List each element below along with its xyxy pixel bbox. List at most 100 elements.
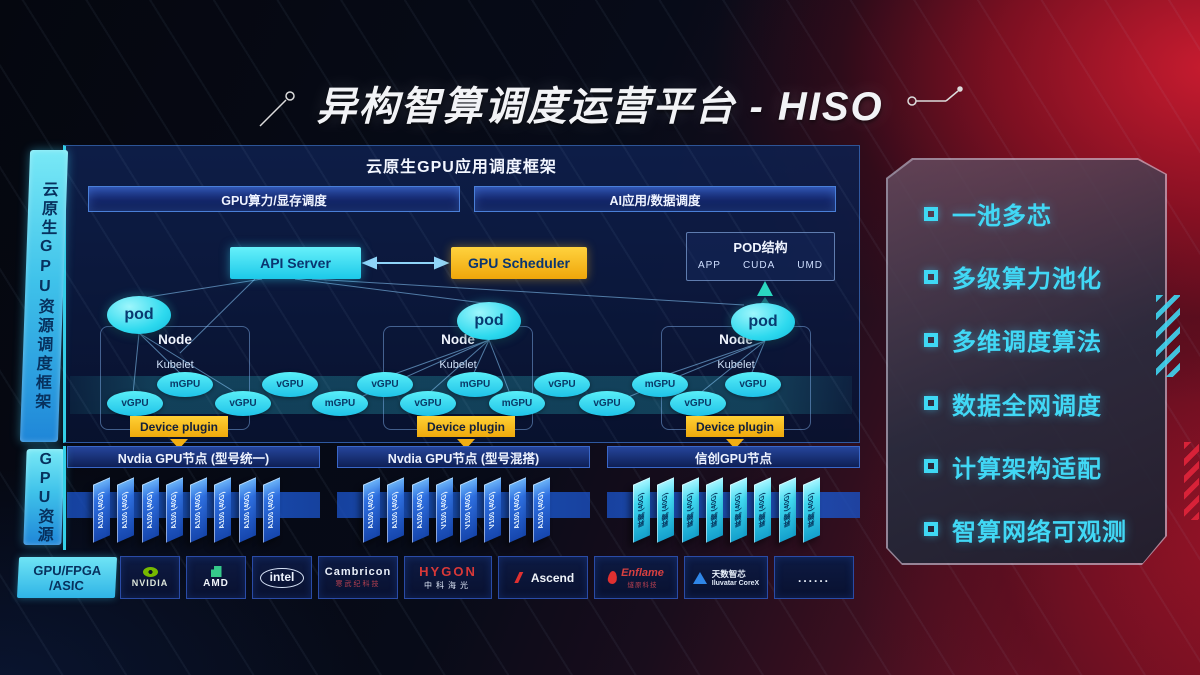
vendor-logo-enflame: Enflame 燧原科技: [594, 556, 678, 599]
gpu-card: 昇腾 (40G): [730, 477, 748, 543]
vendor-logo-more: ......: [774, 556, 854, 599]
sidebar-scheduling-framework-bar: 云原生GPU资源调度框架: [19, 150, 69, 442]
gpu-card: 昇腾 (40G): [802, 477, 820, 543]
feature-bullet-icon: [924, 396, 938, 411]
feature-list: 一池多芯 多级算力池化 多维调度算法 数据全网调度: [888, 160, 1165, 563]
feature-label: 多级算力池化: [952, 266, 1102, 294]
vendor-logo-nvidia: NVIDIA: [120, 556, 180, 599]
vendor-logo-ascend: Ascend: [498, 556, 588, 599]
hazard-stripes-red: [1184, 442, 1199, 520]
gpu-card: A100 (40G): [238, 477, 256, 543]
gpu-card: A100 (40G): [262, 477, 280, 543]
gpu-card: 昇腾 (40G): [778, 477, 796, 543]
feature-bullet-icon: [924, 522, 938, 537]
device-plugin-box: Device plugin: [686, 416, 784, 437]
sidebar-gpu-resources-label: GPU资源: [34, 450, 55, 544]
hazard-stripes-cyan: [1156, 295, 1180, 377]
kubelet-label: Kubelet: [439, 359, 477, 371]
gpu-card: A100 (40G): [190, 477, 208, 543]
gpu-scheduler-box: GPU Scheduler: [451, 247, 587, 279]
gpu-card: V100 (40G): [435, 477, 453, 543]
gpu-card: A100 (40G): [411, 477, 429, 543]
gpu-card: A100 (40G): [93, 477, 110, 543]
pod-ellipse: pod: [731, 303, 795, 341]
feature-label: 一池多芯: [952, 203, 1052, 230]
feature-item: 多级算力池化: [924, 259, 1155, 294]
gpu-card: A100 (40G): [363, 477, 380, 543]
gpu-card: 昇腾 (40G): [681, 477, 699, 543]
vendor-logo-iluvatar: 天数智芯 Iluvatar CoreX: [684, 556, 768, 599]
pod-ellipse: pod: [457, 302, 521, 340]
intel-oval-logo: intel: [259, 567, 305, 588]
gpu-node-group-xinchuang: 信创GPU节点 昇腾 (40G) 昇腾 (40G) 昇腾 (40G) 昇腾 (40G)…: [607, 446, 860, 550]
amd-arrow-icon: [210, 566, 222, 577]
feature-item: 数据全网调度: [924, 386, 1155, 421]
enflame-flame-icon: [607, 570, 618, 585]
pod-structure-title: POD结构: [733, 240, 788, 255]
vendor-logo-cambricon: Cambricon 寒武纪科技: [318, 556, 398, 599]
gpu-card: 昇腾 (40G): [705, 477, 723, 543]
gpu-card-row: A100 (40G) A100 (40G) A100 (40G) A100 (40G)…: [93, 473, 280, 543]
gpu-card: 昇腾 (40G): [633, 477, 650, 543]
feature-bullet-icon: [924, 206, 938, 221]
kubelet-label: Kubelet: [717, 359, 755, 371]
feature-label: 多维调度算法: [952, 329, 1102, 357]
node-box-3: Node Kubelet: [661, 326, 811, 430]
page-title: 异构智算调度运营平台 - HISO: [316, 85, 884, 129]
vendor-logo-row: NVIDIA AMD intel Cambricon 寒武纪科技 HYGON 中…: [120, 556, 862, 599]
gpu-card: A100 (40G): [508, 477, 526, 543]
sidebar-scheduling-framework-label: 云原生GPU资源调度框架: [31, 180, 58, 412]
gpu-card: A100 (40G): [532, 477, 550, 543]
device-plugin-box: Device plugin: [417, 416, 515, 437]
pod-structure-item: CUDA: [742, 260, 776, 271]
gpu-card: A100 (40G): [387, 477, 405, 543]
gpu-card: A100 (40G): [214, 477, 232, 543]
gpu-card: 昇腾 (40G): [657, 477, 675, 543]
iluvatar-triangle-icon: [692, 571, 707, 584]
pod-structure-items: APP CUDA UMD: [687, 260, 834, 271]
node-box-1: Node Kubelet: [100, 326, 250, 430]
feature-label: 智算网络可观测: [952, 518, 1127, 546]
kubelet-label: Kubelet: [156, 359, 194, 371]
device-plugin-box: Device plugin: [130, 416, 228, 437]
feature-item: 一池多芯: [924, 196, 1155, 231]
gpu-card: V100 (40G): [484, 477, 502, 543]
pod-structure-item: UMD: [797, 260, 824, 271]
vendor-logo-amd: AMD: [186, 556, 246, 599]
ascend-slash-icon: [514, 572, 524, 583]
sidebar-gpu-resources-bar: GPU资源: [23, 449, 65, 545]
left-accent-line: [63, 446, 66, 550]
gpu-card-row: 昇腾 (40G) 昇腾 (40G) 昇腾 (40G) 昇腾 (40G) 昇腾 (40G)…: [633, 473, 820, 543]
feature-bullet-icon: [924, 269, 938, 284]
gpu-node-group-title: Nvdia GPU节点 (型号混搭): [337, 446, 590, 468]
vendor-logo-hygon: HYGON 中科海光: [404, 556, 492, 599]
feature-bullet-icon: [924, 459, 938, 474]
gpu-card: A100 (40G): [165, 477, 183, 543]
vendor-logo-intel: intel: [252, 556, 312, 599]
nvidia-eye-icon: [142, 567, 158, 577]
pod-structure-item: APP: [697, 260, 721, 271]
gpu-node-group-title: 信创GPU节点: [607, 446, 860, 468]
pod-ellipse: pod: [107, 296, 171, 334]
gpu-card: A100 (40G): [117, 477, 135, 543]
feature-item: 智算网络可观测: [924, 512, 1155, 547]
node-box-2: Node Kubelet: [383, 326, 533, 430]
compute-scheduling-bar: GPU算力/显存调度: [88, 186, 460, 212]
hardware-types-label: GPU/FPGA /ASIC: [16, 557, 118, 598]
gpu-card: A100 (40G): [141, 477, 159, 543]
feature-panel: 一池多芯 多级算力池化 多维调度算法 数据全网调度: [886, 158, 1167, 565]
gpu-node-group-mixed: Nvdia GPU节点 (型号混搭) A100 (40G) A100 (40G) A…: [337, 446, 590, 550]
gpu-card-row: A100 (40G) A100 (40G) A100 (40G) V100 (40G)…: [363, 473, 550, 543]
frame-title: 云原生GPU应用调度框架: [366, 159, 557, 176]
api-server-box: API Server: [230, 247, 361, 279]
gpu-node-group-uniform: Nvdia GPU节点 (型号统一) A100 (40G) A100 (40G) A…: [67, 446, 320, 550]
feature-label: 数据全网调度: [952, 392, 1102, 420]
node-label: Node: [158, 332, 192, 347]
feature-item: 计算架构适配: [924, 449, 1155, 484]
pod-structure-box: POD结构 APP CUDA UMD: [686, 232, 835, 281]
gpu-card: 昇腾 (40G): [754, 477, 772, 543]
feature-item: 多维调度算法: [924, 322, 1155, 357]
feature-bullet-icon: [924, 332, 938, 347]
gpu-card: V100 (40G): [460, 477, 478, 543]
